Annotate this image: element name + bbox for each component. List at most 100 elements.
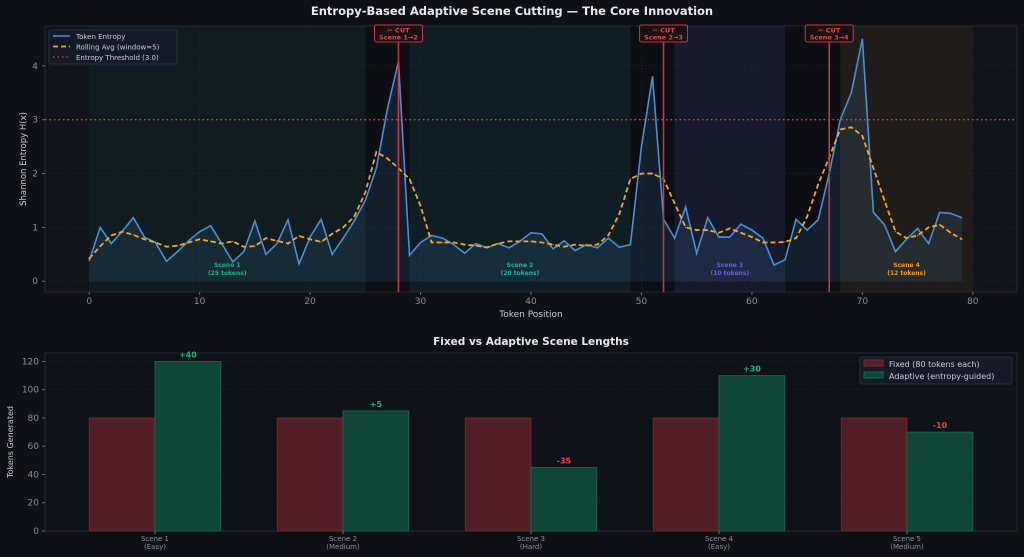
- token-entropy-point: [640, 146, 643, 148]
- x-tick-label: 50: [636, 297, 648, 307]
- x-tick-sublabel: (Easy): [708, 543, 730, 551]
- rolling-avg-point: [519, 240, 521, 242]
- token-entropy-point: [464, 252, 466, 254]
- scene-label: Scene 2: [507, 262, 534, 269]
- token-entropy-point: [618, 246, 620, 248]
- bar-delta-label: -35: [557, 456, 572, 465]
- token-entropy-point: [88, 260, 90, 262]
- rolling-avg-point: [762, 241, 764, 244]
- legend-adaptive: Adaptive (entropy-guided): [889, 372, 994, 381]
- token-entropy-point: [673, 237, 676, 239]
- token-entropy-point: [894, 251, 897, 253]
- token-entropy-point: [165, 260, 168, 262]
- x-tick-label: Scene 1: [141, 535, 169, 543]
- token-entropy-point: [508, 247, 510, 249]
- rolling-avg-point: [320, 241, 322, 243]
- rolling-avg-point: [596, 244, 598, 246]
- token-entropy-point: [541, 233, 543, 235]
- token-entropy-point: [265, 253, 267, 255]
- rolling-avg-point: [99, 245, 101, 247]
- rolling-avg-point: [165, 246, 168, 248]
- rolling-avg-point: [607, 234, 609, 237]
- scene-label: Scene 3: [717, 262, 744, 269]
- token-entropy-point: [872, 211, 875, 213]
- rolling-avg-point: [928, 226, 930, 228]
- bar-legend: Fixed (80 tokens each) Adaptive (entropy-…: [859, 356, 1013, 385]
- y-tick-label: 3: [32, 116, 38, 126]
- cut-sublabel: Scene 3→4: [810, 34, 849, 42]
- token-entropy-point: [707, 217, 709, 219]
- rolling-avg-point: [883, 199, 886, 202]
- rolling-avg-point: [718, 232, 720, 234]
- rolling-avg-point: [541, 241, 543, 244]
- scene-token-count: (12 tokens): [887, 270, 926, 277]
- token-entropy-point: [563, 240, 565, 242]
- cut-sublabel: Scene 1→2: [379, 34, 418, 42]
- token-entropy-point: [961, 217, 963, 219]
- token-entropy-point: [629, 244, 632, 246]
- rolling-avg-point: [464, 244, 466, 246]
- rolling-avg-point: [88, 258, 90, 260]
- y-tick-label: 0: [32, 277, 38, 287]
- rolling-avg-point: [939, 224, 941, 226]
- rolling-avg-point: [331, 233, 333, 235]
- adaptive-bar: [342, 410, 410, 532]
- rolling-avg-point: [696, 229, 698, 231]
- token-entropy-point: [309, 236, 311, 238]
- x-tick-label: 40: [525, 297, 537, 307]
- rolling-avg-point: [961, 238, 963, 240]
- rolling-avg-point: [110, 234, 112, 237]
- token-entropy-point: [585, 244, 587, 246]
- x-tick-label: 0: [86, 297, 92, 307]
- token-entropy-point: [928, 242, 930, 245]
- token-entropy-point: [408, 254, 411, 256]
- token-entropy-point: [187, 240, 190, 242]
- token-entropy-point: [607, 237, 609, 239]
- y-tick-label: 0: [33, 527, 39, 537]
- rolling-avg-point: [430, 241, 433, 244]
- token-entropy-point: [839, 119, 841, 121]
- x-tick-label: Scene 3: [517, 535, 545, 543]
- x-tick-sublabel: (Hard): [520, 543, 542, 551]
- rolling-avg-point: [187, 241, 190, 244]
- x-axis-label: Token Position: [498, 310, 563, 320]
- y-tick-label: 120: [22, 357, 39, 367]
- x-tick-label: 30: [415, 297, 427, 307]
- legend-threshold: Entropy Threshold (3.0): [76, 54, 159, 62]
- token-entropy-point: [751, 229, 753, 231]
- token-entropy-point: [762, 237, 764, 239]
- x-tick-label: 80: [967, 297, 979, 307]
- scene-label: Scene 4: [893, 262, 920, 269]
- token-entropy-point: [364, 199, 366, 202]
- token-entropy-area: [89, 38, 962, 282]
- token-entropy-point: [651, 76, 654, 78]
- rolling-avg-point: [817, 183, 819, 185]
- token-entropy-point: [386, 108, 389, 110]
- rolling-avg-point: [629, 178, 632, 180]
- token-entropy-point: [916, 227, 919, 230]
- rolling-avg-point: [342, 226, 344, 228]
- rolling-avg-point: [309, 238, 311, 240]
- rolling-avg-point: [486, 246, 488, 248]
- rolling-avg-point: [121, 231, 123, 233]
- y-tick-label: 100: [22, 386, 39, 396]
- token-entropy-point: [287, 219, 289, 221]
- cut-label: ✂ CUT: [818, 27, 841, 35]
- y-tick-label: 80: [28, 414, 40, 424]
- token-entropy-point: [375, 167, 377, 169]
- cut-sublabel: Scene 2→3: [644, 34, 683, 42]
- bar-delta-label: +5: [370, 400, 383, 409]
- y-tick-label: 60: [28, 442, 40, 452]
- y-tick-label: 2: [32, 170, 38, 180]
- rolling-avg-point: [707, 229, 709, 231]
- token-entropy-point: [883, 224, 886, 226]
- x-tick-sublabel: (Easy): [144, 543, 166, 551]
- rolling-avg-point: [574, 244, 576, 246]
- cut-label: ✂ CUT: [652, 27, 675, 35]
- rolling-avg-point: [375, 151, 377, 153]
- x-tick-label: Scene 4: [705, 535, 734, 543]
- rolling-avg-point: [773, 241, 775, 244]
- rolling-avg-point: [232, 240, 234, 242]
- rolling-avg-point: [950, 232, 952, 234]
- rolling-avg-point: [740, 232, 742, 234]
